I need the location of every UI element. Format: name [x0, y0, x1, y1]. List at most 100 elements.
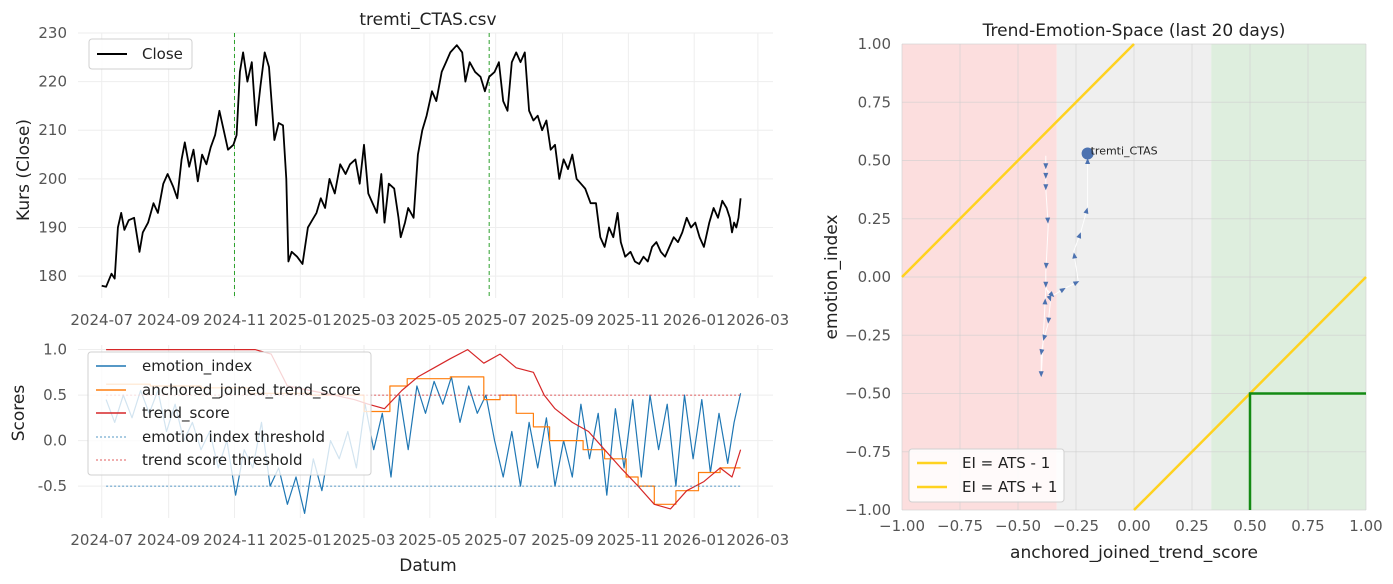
- scores-x-tick-label: 2024-11: [203, 531, 266, 549]
- legend-label-trend-score: trend_score: [142, 404, 230, 423]
- close-series: [101, 44, 742, 288]
- close-y-tick-label: 220: [38, 73, 67, 91]
- space-trajectory-arrow: [1076, 232, 1082, 239]
- space-trajectory-arrow: [1046, 295, 1052, 302]
- scores-x-tick-label: 2026-01: [663, 531, 726, 549]
- space-y-tick-label: 1.00: [858, 35, 891, 53]
- close-x-tick-label: 2025-11: [597, 311, 660, 329]
- scores-x-tick-label: 2026-03: [727, 531, 790, 549]
- scores-legend-box: [87, 351, 372, 476]
- close-y-ticks: 180 190 200 210 220 230: [38, 24, 67, 285]
- space-y-tick-label: −1.00: [845, 501, 891, 519]
- space-green-box: [1248, 392, 1366, 510]
- space-y-tick-label: 0.00: [858, 268, 891, 286]
- close-x-tick-label: 2025-05: [398, 311, 461, 329]
- space-trajectory-arrow: [1043, 163, 1049, 170]
- space-legend: EI = ATS - 1 EI = ATS + 1: [908, 448, 1065, 503]
- scores-chart: 2024-07 2024-09 2024-11 2025-01 2025-03 2025-…: [9, 341, 789, 576]
- space-y-tick-label: 0.50: [858, 152, 891, 170]
- scores-x-tick-label: 2025-07: [464, 531, 527, 549]
- close-x-tick-label: 2025-03: [333, 311, 396, 329]
- space-x-tick-label: −0.50: [995, 517, 1041, 535]
- space-trajectory-arrow: [1043, 184, 1049, 191]
- scores-x-ticks: 2024-07 2024-09 2024-11 2025-01 2025-03 2025-…: [70, 531, 789, 549]
- scores-y-tick-label: 0.0: [43, 432, 67, 450]
- space-trajectory-arrow: [1083, 207, 1089, 214]
- legend-label-emotion-index: emotion_index: [142, 357, 252, 376]
- space-y-tick-label: 0.25: [858, 210, 891, 228]
- space-trajectory-arrow: [1042, 334, 1048, 341]
- space-trajectory-arrow: [1042, 298, 1048, 305]
- space-x-tick-label: −0.75: [937, 517, 983, 535]
- close-chart-title: tremti_CTAS.csv: [359, 10, 496, 30]
- close-series-0: [101, 44, 742, 288]
- close-x-tick-label: 2026-01: [663, 311, 726, 329]
- trend-emotion-space-chart: tremti_CTAS −1.00 −0.75 −0.50 −0.25 0.00 0.25…: [822, 21, 1383, 563]
- space-trajectory-arrow: [1043, 262, 1049, 269]
- close-y-tick-label: 200: [38, 170, 67, 188]
- space-y-tick-label: −0.50: [845, 385, 891, 403]
- scores-x-tick-label: 2025-09: [531, 531, 594, 549]
- close-plot-area: [78, 33, 773, 298]
- space-current-point: [1081, 147, 1094, 160]
- space-x-tick-label: −0.25: [1053, 517, 1099, 535]
- space-trajectory-arrow: [1059, 287, 1066, 294]
- space-trajectory-arrow: [1072, 252, 1078, 259]
- space-trajectory-arrow: [1043, 172, 1049, 179]
- space-x-tick-label: −1.00: [879, 517, 925, 535]
- legend-label-trend-threshold: trend score threshold: [142, 451, 302, 469]
- space-trajectory-arrow: [1048, 291, 1055, 298]
- close-x-tick-label: 2025-09: [531, 311, 594, 329]
- space-y-tick-label: 0.75: [858, 93, 891, 111]
- close-y-tick-label: 190: [38, 218, 67, 236]
- legend-label-ei-plus: EI = ATS + 1: [962, 478, 1057, 496]
- scores-y-axis-label: Scores: [9, 385, 29, 442]
- space-x-tick-label: 0.00: [1117, 517, 1150, 535]
- close-x-ticks: 2024-07 2024-09 2024-11 2025-01 2025-03 2025-…: [70, 311, 789, 329]
- space-trajectory-arrow: [1045, 217, 1051, 224]
- scores-x-tick-label: 2025-11: [597, 531, 660, 549]
- close-y-tick-label: 230: [38, 24, 67, 42]
- scores-x-tick-label: 2024-09: [137, 531, 200, 549]
- close-x-tick-label: 2024-09: [137, 311, 200, 329]
- close-y-tick-label: 180: [38, 267, 67, 285]
- space-trajectory-arrow: [1085, 158, 1091, 164]
- legend-label-emotion-threshold: emotion index threshold: [142, 428, 325, 446]
- close-x-tick-label: 2025-07: [464, 311, 527, 329]
- close-y-axis-label: Kurs (Close): [14, 119, 34, 221]
- scores-y-tick-label: -0.5: [38, 477, 67, 495]
- space-legend-box: [908, 448, 1065, 503]
- space-x-tick-label: 0.50: [1233, 517, 1266, 535]
- scores-y-tick-label: 1.0: [43, 341, 67, 359]
- space-y-ticks: −1.00 −0.75 −0.50 −0.25 0.00 0.25 0.50 0.75 1.00: [845, 35, 891, 519]
- space-current-point-label: tremti_CTAS: [1091, 145, 1158, 158]
- legend-label-ei-minus: EI = ATS - 1: [962, 454, 1050, 472]
- space-x-tick-label: 0.75: [1291, 517, 1324, 535]
- scores-y-tick-label: 0.5: [43, 386, 67, 404]
- scores-x-tick-label: 2025-05: [398, 531, 461, 549]
- scores-x-tick-label: 2025-03: [333, 531, 396, 549]
- scores-x-axis-label: Datum: [399, 556, 457, 576]
- space-trajectory-arrow: [1072, 281, 1080, 287]
- space-trajectory-arrow: [1038, 371, 1044, 378]
- space-y-tick-label: −0.25: [845, 326, 891, 344]
- close-legend-label: Close: [142, 45, 183, 63]
- space-x-axis-label: anchored_joined_trend_score: [1010, 543, 1258, 563]
- space-trajectory-arrow: [1046, 317, 1052, 324]
- scores-x-tick-label: 2024-07: [70, 531, 133, 549]
- space-x-tick-label: 1.00: [1349, 517, 1382, 535]
- space-line-1: [901, 43, 1135, 278]
- space-trajectory: tremti_CTAS: [1038, 145, 1158, 378]
- space-trajectory-arrow: [1039, 348, 1045, 356]
- legend-label-anchored-score: anchored_joined_trend_score: [142, 381, 361, 400]
- space-x-tick-label: 0.25: [1175, 517, 1208, 535]
- close-y-tick-label: 210: [38, 121, 67, 139]
- space-x-ticks: −1.00 −0.75 −0.50 −0.25 0.00 0.25 0.50 0.75 1.00: [879, 517, 1383, 535]
- close-x-tick-label: 2026-03: [727, 311, 790, 329]
- close-legend: Close: [88, 38, 193, 70]
- scores-y-ticks: -0.5 0.0 0.5 1.0: [38, 341, 67, 496]
- close-x-tick-label: 2024-11: [203, 311, 266, 329]
- close-legend-box: [88, 38, 193, 70]
- scores-x-tick-label: 2025-01: [269, 531, 332, 549]
